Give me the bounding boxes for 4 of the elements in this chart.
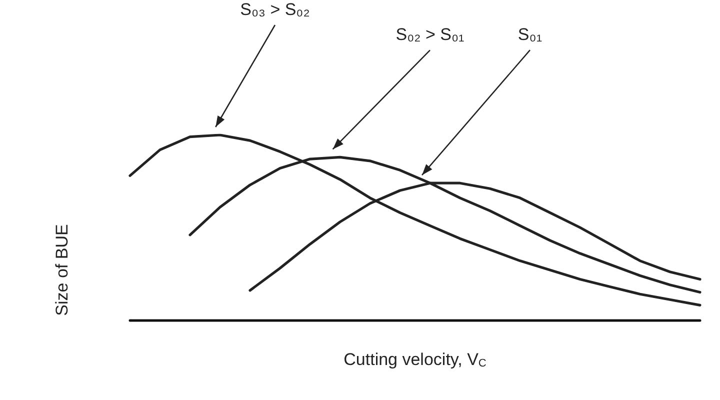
y-axis-title: Size of BUE (52, 224, 72, 316)
text: S₀₃ > S₀₂ (240, 0, 310, 19)
text: S₀₂ > S₀₁ (396, 25, 465, 44)
text: S₀₁ (518, 25, 542, 44)
